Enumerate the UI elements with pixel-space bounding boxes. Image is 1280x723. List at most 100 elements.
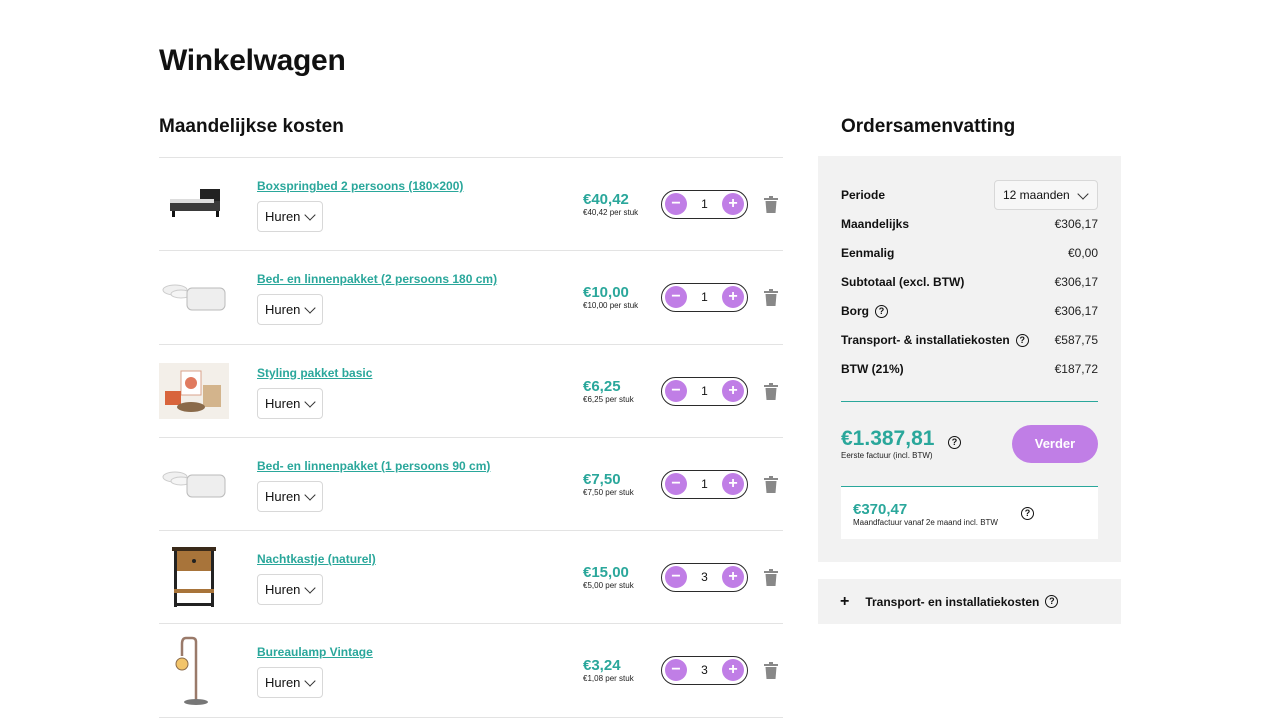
summary-row-transport: Transport- & installatiekosten? €587,75	[841, 330, 1098, 350]
help-icon[interactable]: ?	[1015, 333, 1029, 347]
chevron-down-icon	[304, 489, 316, 501]
summary-row-monthly: Maandelijks €306,17	[841, 214, 1098, 234]
cart-item-row: Styling pakket basic Huren €6,25 €6,25 p…	[159, 345, 783, 438]
chevron-down-icon	[304, 302, 316, 314]
increase-quantity-button[interactable]: +	[722, 659, 744, 682]
increase-quantity-button[interactable]: +	[722, 286, 744, 309]
rent-option-select[interactable]: Huren	[257, 201, 323, 232]
item-price: €15,00	[583, 564, 629, 582]
help-icon[interactable]: ?	[1021, 507, 1034, 520]
trash-icon[interactable]	[764, 569, 778, 587]
quantity-value[interactable]: 3	[701, 570, 708, 585]
chevron-down-icon	[304, 582, 316, 594]
trash-icon[interactable]	[764, 382, 778, 400]
order-summary-title: Ordersamenvatting	[841, 116, 1016, 137]
trash-icon[interactable]	[764, 196, 778, 213]
rent-option-value: Huren	[265, 582, 301, 598]
quantity-value[interactable]: 1	[701, 290, 708, 305]
item-unit-price: €6,25 per stuk	[583, 394, 634, 404]
quantity-value[interactable]: 1	[701, 476, 708, 491]
summary-label: Transport- & installatiekosten	[841, 333, 1010, 347]
total-subtext: Eerste factuur (incl. BTW)	[841, 451, 933, 460]
period-select[interactable]: 12 maanden	[994, 180, 1098, 210]
quantity-value[interactable]: 3	[701, 663, 708, 678]
product-name-link[interactable]: Boxspringbed 2 persoons (180×200)	[257, 179, 464, 193]
decrease-quantity-button[interactable]: −	[665, 659, 687, 682]
period-label: Periode	[841, 188, 886, 202]
help-icon[interactable]: ?	[948, 436, 961, 449]
period-row: Periode	[841, 185, 1098, 205]
summary-value: €0,00	[1067, 246, 1098, 260]
increase-quantity-button[interactable]: +	[722, 379, 744, 402]
product-name-link[interactable]: Bed- en linnenpakket (1 persoons 90 cm)	[257, 458, 491, 473]
quantity-stepper: − 3 +	[661, 563, 748, 593]
order-summary-panel: Periode 12 maanden Maandelijks €306,17 E…	[818, 156, 1121, 562]
decrease-quantity-button[interactable]: −	[665, 286, 687, 309]
decrease-quantity-button[interactable]: −	[665, 193, 687, 215]
item-price: €10,00	[583, 284, 629, 302]
cart-section: Maandelijkse kosten Boxspringbed 2 perso…	[159, 112, 783, 718]
quantity-value[interactable]: 1	[701, 383, 708, 398]
page-title: Winkelwagen	[159, 44, 346, 77]
summary-label-group: Borg?	[841, 304, 888, 318]
summary-value: €587,75	[1054, 333, 1098, 347]
summary-label: Borg	[841, 304, 869, 318]
help-icon[interactable]: ?	[875, 304, 888, 318]
product-image-lamp[interactable]	[159, 637, 229, 706]
rent-option-select[interactable]: Huren	[257, 574, 323, 606]
cart-items-list: Boxspringbed 2 persoons (180×200) Huren …	[159, 157, 783, 718]
monthly-invoice-amount: €370,47	[853, 501, 908, 518]
item-unit-price: €7,50 per stuk	[583, 487, 634, 497]
chevron-down-icon	[1077, 188, 1089, 200]
product-image-nightstand[interactable]	[159, 547, 229, 608]
summary-label: Maandelijks	[841, 217, 910, 231]
item-unit-price: €10,00 per stuk	[583, 301, 639, 311]
trash-icon[interactable]	[764, 475, 778, 493]
rent-option-value: Huren	[265, 488, 301, 504]
rent-option-value: Huren	[265, 395, 301, 411]
product-image-bed[interactable]	[159, 176, 229, 232]
summary-row-once: Eenmalig €0,00	[841, 243, 1098, 263]
summary-value: €187,72	[1054, 362, 1098, 376]
rent-option-select[interactable]: Huren	[257, 387, 323, 419]
increase-quantity-button[interactable]: +	[722, 566, 744, 589]
quantity-stepper: − 1 +	[661, 283, 748, 313]
rent-option-select[interactable]: Huren	[257, 480, 323, 512]
chevron-down-icon	[304, 675, 316, 688]
item-price: €40,42	[583, 191, 629, 208]
cart-item-row: Bed- en linnenpakket (2 persoons 180 cm)…	[159, 251, 783, 345]
product-name-link[interactable]: Bed- en linnenpakket (2 persoons 180 cm)	[257, 272, 498, 287]
increase-quantity-button[interactable]: +	[722, 472, 744, 495]
increase-quantity-button[interactable]: +	[722, 193, 744, 215]
product-name-link[interactable]: Bureaulamp Vintage	[257, 645, 373, 660]
summary-label: BTW (21%)	[841, 362, 904, 376]
continue-button[interactable]: Verder	[1012, 425, 1098, 463]
product-name-link[interactable]: Nachtkastje (naturel)	[257, 552, 376, 567]
product-image-styling[interactable]	[159, 362, 229, 419]
decrease-quantity-button[interactable]: −	[665, 472, 687, 495]
product-image-linen[interactable]	[159, 269, 229, 325]
summary-value: €306,17	[1054, 275, 1098, 289]
trash-icon[interactable]	[764, 662, 778, 680]
summary-value: €306,17	[1054, 304, 1098, 318]
transport-costs-accordion[interactable]: + Transport- en installatiekosten ?	[818, 579, 1121, 624]
product-image-linen[interactable]	[159, 456, 229, 512]
cart-item-row: Bureaulamp Vintage Huren €3,24 €1,08 per…	[159, 624, 783, 718]
summary-value: €306,17	[1054, 217, 1098, 231]
quantity-stepper: − 3 +	[661, 656, 748, 686]
product-name-link[interactable]: Styling pakket basic	[257, 365, 373, 380]
decrease-quantity-button[interactable]: −	[665, 379, 687, 402]
item-price: €3,24	[583, 657, 621, 675]
trash-icon[interactable]	[764, 289, 778, 307]
rent-option-select[interactable]: Huren	[257, 294, 323, 326]
quantity-value[interactable]: 1	[701, 197, 708, 211]
item-price: €6,25	[583, 377, 621, 395]
rent-option-select[interactable]: Huren	[257, 667, 323, 699]
item-unit-price: €40,42 per stuk	[583, 208, 639, 217]
quantity-stepper: − 1 +	[661, 469, 748, 499]
transport-costs-label: Transport- en installatiekosten	[865, 594, 1040, 609]
help-icon[interactable]: ?	[1045, 595, 1059, 608]
decrease-quantity-button[interactable]: −	[665, 566, 687, 589]
rent-option-value: Huren	[265, 209, 301, 224]
summary-label: Subtotaal (excl. BTW)	[841, 275, 965, 289]
